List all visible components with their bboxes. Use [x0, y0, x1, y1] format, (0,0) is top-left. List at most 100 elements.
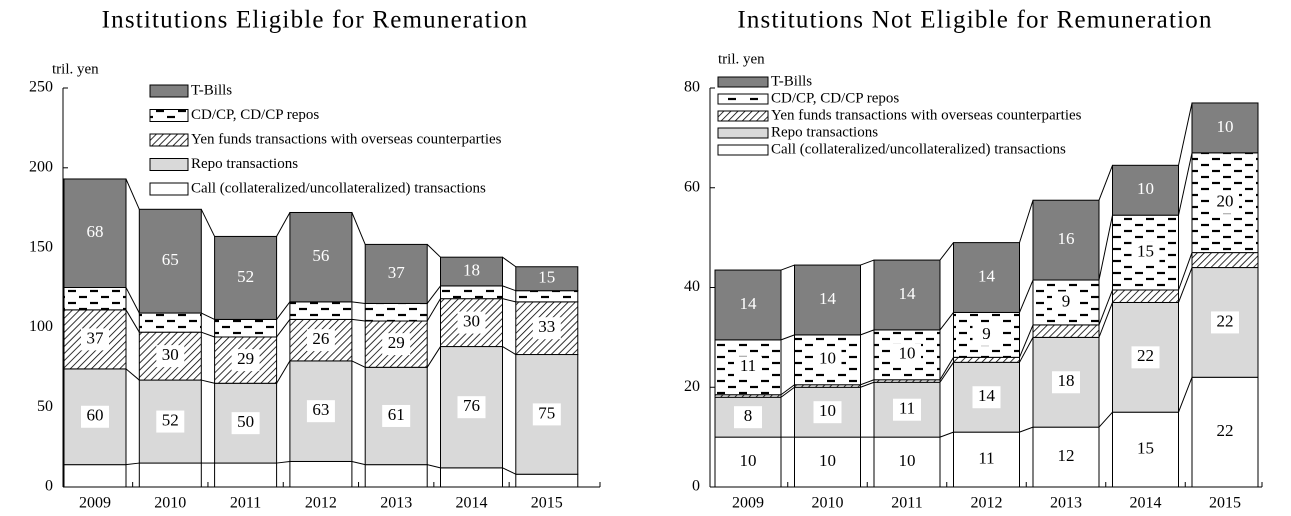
legend-swatch — [149, 84, 189, 98]
connector — [125, 178, 140, 210]
connector — [351, 318, 366, 322]
label-box — [1211, 421, 1239, 444]
data-label: 11 — [740, 356, 756, 375]
label-box — [893, 398, 921, 421]
label-box — [734, 356, 762, 379]
connector — [427, 464, 441, 469]
label-box — [457, 396, 486, 419]
connector — [200, 209, 216, 237]
x-tick-label: 2015 — [531, 495, 563, 512]
data-label: 10 — [819, 451, 836, 470]
bar-segment — [515, 290, 579, 303]
legend-label: Repo transactions — [191, 156, 298, 172]
data-label: 10 — [819, 401, 836, 420]
y-tick-label: 40 — [684, 278, 700, 295]
data-label: 10 — [1217, 117, 1234, 136]
connector — [860, 329, 875, 336]
connector — [351, 212, 366, 245]
legend-swatch — [717, 76, 769, 88]
data-label: 10 — [740, 451, 757, 470]
connector — [780, 334, 795, 341]
connector — [1098, 215, 1113, 281]
data-label: 22 — [1137, 346, 1154, 365]
bar-segment — [873, 381, 941, 438]
bar-segment — [214, 462, 278, 488]
connector — [1178, 102, 1193, 166]
data-label: 20 — [1217, 192, 1234, 211]
bar-segment — [794, 264, 861, 336]
data-label: 12 — [1058, 446, 1075, 465]
legend-label: Call (collateralized/uncollateralized) t… — [771, 141, 1066, 157]
connector — [860, 379, 875, 386]
bar-segment — [1032, 199, 1100, 281]
label-box — [1131, 438, 1160, 461]
data-label: 11 — [899, 399, 915, 418]
data-label: 33 — [538, 317, 555, 336]
x-tick-label: 2013 — [1050, 495, 1082, 512]
label-box — [813, 401, 842, 424]
label-box — [813, 348, 842, 371]
connector — [780, 386, 795, 398]
label-box — [457, 311, 486, 334]
y-tick-label: 0 — [692, 478, 700, 495]
bar-segment — [138, 208, 202, 314]
bar-segment — [364, 302, 428, 322]
label-box — [156, 410, 185, 433]
x-tick-label: 2011 — [891, 495, 922, 512]
connector — [125, 309, 140, 333]
label-box — [382, 404, 411, 427]
label-box — [81, 405, 109, 428]
data-label: 65 — [162, 250, 179, 269]
legend-swatch — [149, 133, 189, 147]
data-label: 14 — [978, 266, 996, 285]
data-label: 10 — [899, 344, 916, 363]
label-box — [532, 403, 561, 426]
x-tick-label: 2014 — [1130, 495, 1162, 512]
y-tick-label: 150 — [29, 238, 53, 255]
data-label: 14 — [740, 294, 758, 313]
data-label: 61 — [388, 405, 405, 424]
data-label: 76 — [463, 396, 480, 415]
label-box — [1131, 241, 1160, 264]
connector — [1019, 426, 1034, 433]
label-box — [734, 406, 762, 429]
label-box — [1052, 371, 1080, 394]
connector — [426, 298, 441, 322]
y-tick-label: 80 — [684, 79, 700, 96]
x-tick-label: 2015 — [1209, 495, 1241, 512]
label-box — [813, 451, 842, 474]
legend-label: CD/CP, CD/CP repos — [191, 107, 319, 123]
connector — [426, 244, 441, 258]
bar-segment — [1032, 324, 1100, 338]
legend-swatch — [717, 93, 769, 105]
connector — [780, 384, 795, 396]
bar-segment — [515, 266, 579, 292]
bar-segment — [289, 460, 353, 488]
y-tick-label: 100 — [29, 318, 53, 335]
y-tick-label: 50 — [37, 398, 53, 415]
legend-swatch — [717, 110, 769, 122]
x-tick-label: 2011 — [230, 495, 261, 512]
data-label: 8 — [744, 406, 753, 425]
x-tick-label: 2012 — [305, 495, 337, 512]
data-label: 14 — [978, 386, 996, 405]
data-label: 68 — [87, 222, 104, 241]
x-tick-label: 2009 — [732, 495, 764, 512]
data-label: 29 — [388, 333, 405, 352]
connector — [276, 319, 291, 338]
bar-segment — [440, 467, 503, 488]
connector — [276, 212, 291, 237]
connector — [426, 346, 441, 368]
connector — [502, 467, 517, 475]
connector — [502, 256, 517, 268]
bar-segment — [953, 356, 1020, 363]
label-box — [81, 328, 109, 351]
label-box — [972, 386, 1001, 409]
label-box — [532, 317, 561, 340]
x-tick-label: 2009 — [79, 495, 111, 512]
legend-swatch — [149, 182, 189, 196]
connector — [939, 242, 954, 261]
y-tick-label: 0 — [45, 478, 53, 495]
connector — [1178, 267, 1193, 303]
